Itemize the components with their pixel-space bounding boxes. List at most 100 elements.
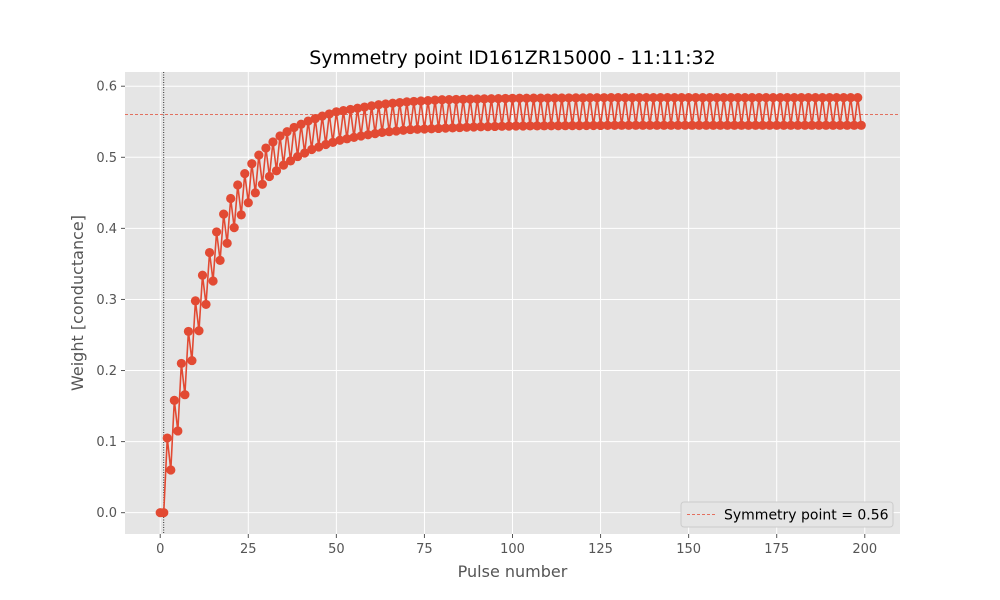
data-point [789,92,799,103]
data-point [395,97,405,108]
data-point [409,96,419,107]
data-point [497,121,507,131]
data-point [278,160,289,170]
data-point [229,223,239,233]
data-point [247,159,257,169]
data-point [846,92,856,103]
data-point [398,125,408,135]
data-point [159,508,169,518]
data-point [743,120,754,130]
data-point [553,121,563,131]
data-point [363,130,373,140]
data-point [839,92,849,103]
data-point [595,120,606,131]
data-point [529,93,539,103]
data-point [187,355,197,366]
data-point [574,120,585,131]
data-point [617,120,627,130]
data-point [356,131,366,141]
data-point [374,100,384,110]
data-point [676,92,687,103]
y-tick-label: 0.3 [96,293,117,308]
data-point [226,193,236,204]
data-point [543,93,553,103]
data-point [588,120,599,131]
data-point [300,148,310,158]
data-point [624,120,634,130]
data-point [469,122,479,132]
data-point [455,122,465,133]
data-point [810,92,821,103]
data-point [391,126,401,136]
x-tick-label: 25 [240,542,257,557]
data-point [722,120,732,130]
x-tick-label: 150 [676,542,701,557]
data-point [328,137,338,147]
data-point [261,143,271,153]
data-point [183,326,194,337]
data-point [370,129,380,139]
data-point [204,247,215,258]
data-point [814,120,824,130]
data-point [402,97,412,107]
data-point [627,92,637,103]
data-point [708,120,718,130]
data-point [599,93,609,103]
data-point [514,93,525,103]
data-point [430,95,440,105]
data-point [655,92,666,103]
data-point [793,120,803,130]
data-point [268,137,278,147]
data-point [448,123,458,133]
data-point [694,120,704,130]
data-point [257,179,267,189]
data-point [419,124,430,134]
data-point [546,121,556,131]
data-point [201,299,211,310]
data-point [715,120,725,130]
data-point [440,123,451,133]
data-point [620,92,630,103]
x-tick-label: 175 [764,542,789,557]
data-point [190,296,201,306]
data-point [768,92,778,103]
data-point [324,109,334,119]
data-point [803,92,814,103]
data-point [335,135,345,145]
data-point [180,390,190,400]
data-point [824,92,835,103]
data-point [176,358,186,369]
data-point [779,120,789,130]
data-point [264,171,275,182]
series-group [155,92,866,518]
y-tick-label: 0.5 [96,151,117,166]
x-tick-label: 0 [156,542,164,557]
data-point [687,120,697,130]
data-point [349,132,359,142]
data-point [289,122,299,133]
data-point [532,121,542,131]
data-point [705,92,715,103]
data-point [634,92,644,103]
data-point [550,93,560,103]
data-point [275,131,285,141]
data-point [169,395,179,405]
data-point [557,93,567,103]
data-point [817,92,828,103]
x-tick-label: 50 [328,542,345,557]
data-point [296,119,306,129]
data-point [610,120,620,130]
data-point [486,94,496,104]
y-tick-label: 0.6 [96,80,117,95]
data-point [352,103,363,113]
data-point [493,93,504,104]
data-point [243,198,253,208]
data-point [511,121,521,131]
data-point [307,144,317,155]
data-point [525,121,535,131]
data-point [652,120,662,130]
data-point [726,92,736,103]
data-point [842,120,852,130]
data-point [451,94,461,105]
